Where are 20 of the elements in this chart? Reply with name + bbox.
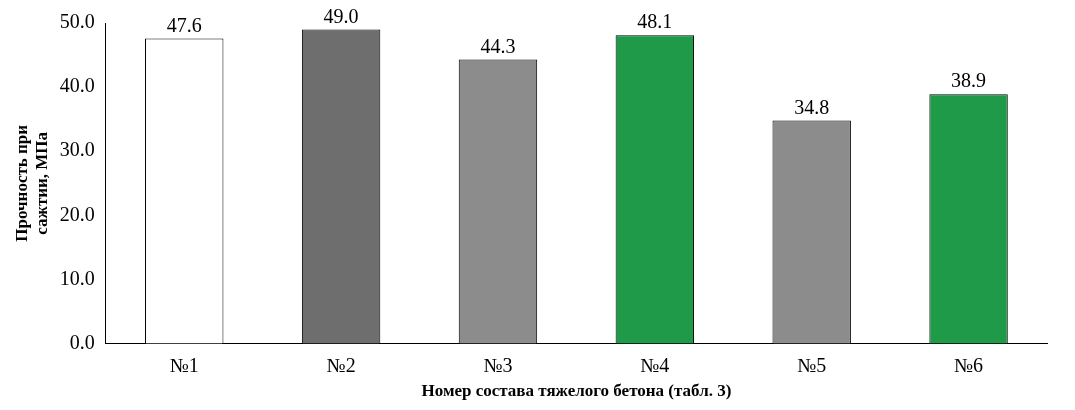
- x-axis-title: Номер состава тяжелого бетона (табл. 3): [421, 381, 732, 401]
- y-tick-label: 30.0: [59, 138, 95, 161]
- x-tick-label: №2: [326, 353, 356, 376]
- y-tick-label: 20.0: [59, 202, 95, 225]
- y-tick-label: 50.0: [59, 10, 95, 33]
- y-tick-label: 10.0: [59, 266, 95, 289]
- x-tick-label: №3: [483, 353, 513, 376]
- data-label: 44.3: [480, 34, 516, 57]
- data-label: 48.1: [637, 10, 673, 33]
- y-tick-label: 40.0: [59, 74, 95, 97]
- data-label: 47.6: [166, 13, 202, 36]
- data-label: 34.8: [794, 95, 830, 118]
- y-tick-label: 0.0: [69, 330, 95, 353]
- data-label: 38.9: [951, 69, 987, 92]
- x-tick-label: №4: [640, 353, 670, 376]
- data-label: 49.0: [323, 4, 359, 27]
- y-axis-title: Прочность при сажтии, МПа: [11, 124, 51, 242]
- x-tick-label: №6: [954, 353, 984, 376]
- x-tick-label: №1: [169, 353, 199, 376]
- x-tick-label: №5: [797, 353, 827, 376]
